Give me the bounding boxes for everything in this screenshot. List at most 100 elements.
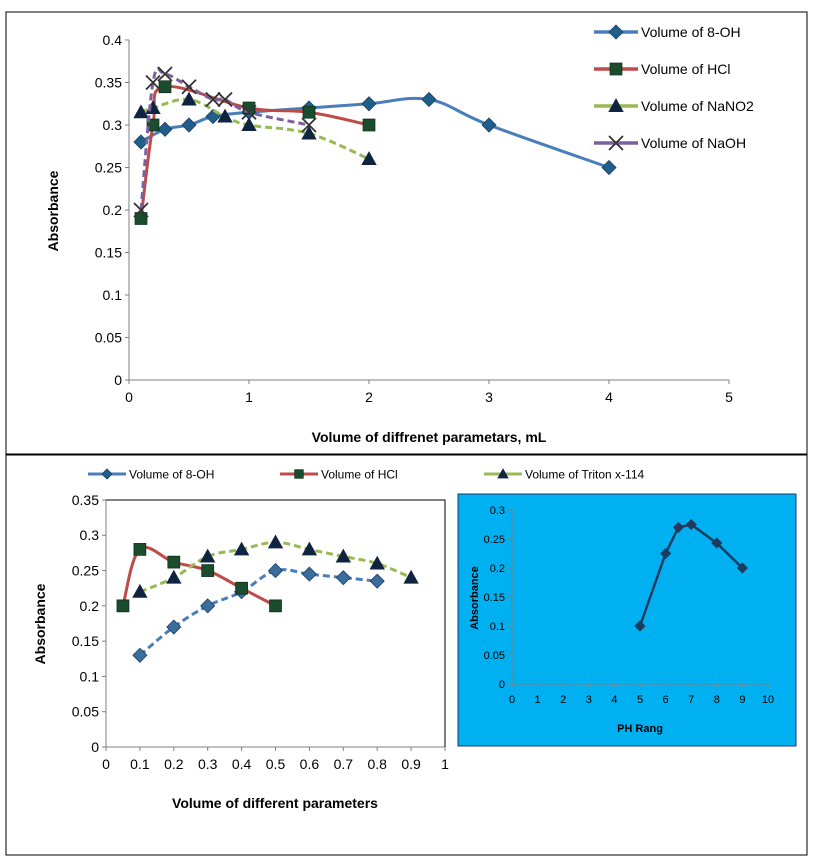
chart3-y-tick-label: 0 [499, 679, 505, 691]
chart3-y-tick-label: 0.15 [484, 592, 505, 604]
chart2-series-0-point [132, 647, 148, 663]
chart3-x-tick-label: 1 [535, 694, 541, 706]
chart1-legend-item-1: Volume of HCl [594, 61, 730, 77]
chart2-series-2-point [301, 541, 318, 556]
chart1-y-tick-label: 0 [114, 372, 122, 388]
chart1-legend-label: Volume of 8-OH [641, 24, 741, 40]
chart1-series-3-point [181, 79, 197, 95]
chart2-x-tick-label: 0.6 [300, 756, 320, 772]
chart3-y-tick-label: 0.25 [484, 534, 505, 546]
chart1-series-0-point [157, 121, 173, 137]
chart3-y-axis-label: Absorbance [469, 566, 481, 630]
chart1-series-3-point [217, 91, 233, 108]
chart1-y-tick-label: 0.2 [103, 202, 123, 218]
chart2-series-2-point [233, 541, 250, 556]
chart2-series-1-point [116, 599, 130, 613]
chart2-series-0-point [335, 570, 351, 586]
chart2-series-0-point [369, 573, 385, 589]
chart3-x-tick-label: 0 [509, 694, 515, 706]
chart3-series-0-point [711, 537, 723, 549]
chart1-series-1-point [302, 105, 316, 119]
chart1-series-1-point [242, 101, 256, 115]
chart1-legend-label: Volume of NaOH [641, 135, 746, 151]
chart3-y-tick-label: 0.1 [490, 621, 505, 633]
chart1-series-3-point [205, 91, 221, 108]
chart3-series-0-point [634, 620, 646, 632]
chart1-legend-label: Volume of NaNO2 [641, 98, 754, 114]
chart3-x-tick-label: 5 [637, 694, 643, 706]
chart2-x-tick-label: 0.9 [401, 756, 421, 772]
chart2-y-tick-label: 0 [91, 739, 99, 755]
chart1-y-tick-label: 0.1 [103, 287, 123, 303]
chart2-legend-swatch-marker [294, 469, 304, 479]
chart2-legend: Volume of 8-OH Volume of HCl Volume of Tri… [88, 467, 645, 481]
chart1-series-1-point [146, 118, 160, 132]
chart3-x-tick-label: 7 [688, 694, 694, 706]
chart2-x-tick-label: 0.3 [198, 756, 218, 772]
chart2-series-0-point [267, 563, 284, 579]
chart2-series-1-point [269, 599, 282, 613]
chart1-series-1-point [158, 80, 172, 94]
top-panel-border [5, 11, 808, 455]
chart2-x-tick-label: 0.4 [232, 756, 252, 772]
chart2-series-2-point [335, 548, 351, 563]
chart3-x-tick-label: 4 [611, 694, 617, 706]
chart2-legend-item-2: Volume of Triton x-114 [484, 467, 645, 481]
chart1-legend-swatch-marker [608, 98, 624, 112]
chart1-series-0-point [481, 117, 497, 133]
chart1-legend-item-3: Volume of NaOH [594, 135, 746, 151]
chart3-x-tick-label: 10 [762, 694, 774, 706]
chart2-series-2-point [369, 555, 385, 570]
chart2-x-tick-label: 0.5 [266, 756, 286, 772]
chart3-x-tick-label: 3 [586, 694, 592, 706]
chart2-x-tick-label: 0 [102, 756, 110, 772]
chart2-y-tick-label: 0.35 [72, 492, 99, 508]
chart1-series-2-point [241, 117, 257, 132]
chart1-series-3-line [139, 67, 310, 211]
chart1-y-tick-label: 0.35 [95, 74, 122, 90]
chart2-y-tick-label: 0.05 [72, 704, 99, 720]
chart2-legend-label: Volume of 8-OH [129, 467, 214, 481]
chart3-y-tick-label: 0.05 [484, 650, 505, 662]
chart1-series-3-point [133, 202, 149, 218]
chart2-x-tick-label: 1 [441, 756, 449, 772]
chart1-legend-item-0: Volume of 8-OH [594, 24, 741, 40]
chart1-series-2-point [181, 91, 197, 106]
chart1-series-3-point [301, 117, 317, 133]
chart2-series-0-point [301, 566, 317, 582]
chart1-series-2-point [133, 104, 149, 119]
chart2-legend-swatch-marker [101, 468, 113, 480]
chart1-x-tick-label: 0 [125, 389, 133, 405]
chart1-series-0-point [421, 91, 437, 108]
chart2-series-2-point [403, 569, 419, 584]
chart2-y-axis-label: Absorbance [32, 583, 48, 664]
chart3-series-0-point [660, 547, 672, 560]
chart3-x-tick-label: 2 [560, 694, 566, 706]
chart2-legend-label: Volume of Triton x-114 [525, 467, 645, 481]
chart1-x-tick-label: 3 [485, 389, 493, 405]
chart2-y-tick-label: 0.2 [80, 598, 100, 614]
chart3-x-tick-label: 6 [663, 694, 669, 706]
chart2-series-0-point [200, 598, 216, 614]
chart1-series-3-point [157, 66, 173, 82]
chart2-series-1-point [201, 564, 215, 577]
chart1-legend-swatch-marker [608, 135, 624, 151]
chart1-legend: Volume of 8-OH Volume of HCl Volume of NaN… [594, 24, 754, 151]
chart1-x-tick-label: 5 [725, 389, 733, 405]
chart2-series-2-point [267, 534, 284, 549]
chart-volume-parameters-secondary: 00.050.10.150.20.250.30.350 0.1 0.2 0.3 0.4 0… [32, 467, 645, 811]
chart-volume-parameters-main: 0 0.05 0.1 0.15 0.2 0.25 0.3 0.35 0.4 0 1 2 3 4 5 Volu… [45, 24, 754, 445]
chart1-legend-swatch-marker [609, 62, 623, 76]
chart1-series-2-point [361, 151, 377, 166]
chart2-x-axis-label: Volume of different parameters [172, 795, 378, 811]
chart2-series-2-point [132, 583, 148, 598]
chart2-y-tick-label: 0.3 [80, 527, 100, 543]
chart3-series-0-line [638, 523, 744, 627]
chart1-series-3 [133, 66, 317, 218]
chart3-series-0-point [685, 518, 697, 531]
chart1-y-tick-label: 0.25 [95, 159, 122, 175]
chart2-x-tick-label: 0.7 [334, 756, 354, 772]
chart3-y-tick-label: 0.3 [490, 505, 505, 517]
chart3-y-tick-label: 0.2 [490, 563, 505, 575]
